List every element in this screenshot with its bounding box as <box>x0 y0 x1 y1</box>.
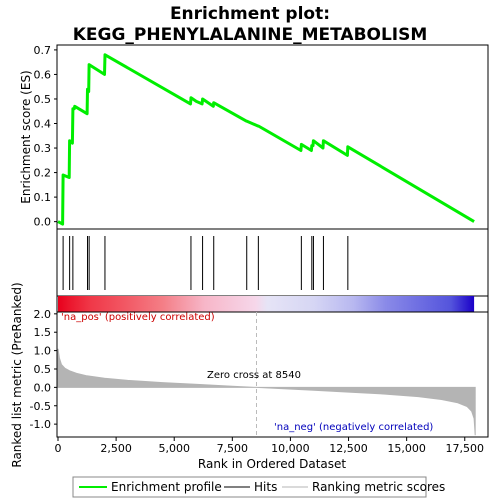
ranking-metric-area <box>57 348 476 436</box>
metric-y-tick-label: 0.0 <box>34 381 52 394</box>
negative-correlation-label: 'na_neg' (negatively correlated) <box>274 422 433 433</box>
es-panel-frame <box>56 44 489 230</box>
hits-series <box>62 236 475 312</box>
metric-y-tick-label: -1.0 <box>30 418 51 431</box>
plot-title-line-2: KEGG_PHENYLALANINE_METABOLISM <box>73 25 428 45</box>
metric-series <box>57 348 476 436</box>
ranking-heatmap-bar <box>58 296 475 312</box>
es-y-tick-label: 0.1 <box>34 191 52 204</box>
x-tick-label: 7,500 <box>217 442 249 455</box>
plot-title-line-1: Enrichment plot: <box>170 4 330 24</box>
es-y-axis: 0.0 0.1 0.2 0.3 0.4 0.5 0.6 0.7 <box>34 44 57 229</box>
x-tick-label: 2,500 <box>100 442 132 455</box>
es-y-tick-label: 0.0 <box>34 216 52 229</box>
es-y-axis-label: Enrichment score (ES) <box>19 70 33 203</box>
es-y-tick-label: 0.5 <box>34 93 52 106</box>
es-y-tick-label: 0.7 <box>34 44 52 57</box>
legend-enrichment-label: Enrichment profile <box>111 480 222 494</box>
x-tick-label: 12,500 <box>329 442 368 455</box>
metric-y-axis-label: Ranked list metric (PreRanked) <box>10 282 24 467</box>
metric-y-tick-label: 1.0 <box>34 345 52 358</box>
metric-y-tick-label: 0.5 <box>34 363 52 376</box>
es-series <box>57 53 475 226</box>
es-y-tick-label: 0.4 <box>34 118 52 131</box>
positive-correlation-label: 'na_pos' (positively correlated) <box>61 312 215 323</box>
x-tick-label: 5,000 <box>158 442 190 455</box>
legend-hits-label: Hits <box>254 480 277 494</box>
hits-panel-frame <box>56 228 489 297</box>
metric-y-tick-label: 2.0 <box>34 308 52 321</box>
x-tick-label: 0 <box>55 442 62 455</box>
zero-cross-label: Zero cross at 8540 <box>207 370 301 381</box>
es-y-tick-label: 0.3 <box>34 142 52 155</box>
metric-y-axis: 2.0 1.5 1.0 0.5 0.0 -0.5 -1.0 <box>30 308 57 431</box>
x-tick-label: 15,000 <box>387 442 426 455</box>
x-tick-label: 10,000 <box>271 442 310 455</box>
enrichment-profile-line <box>57 53 475 226</box>
x-tick-label: 17,500 <box>446 442 485 455</box>
metric-x-axis: 0 2,500 5,000 7,500 10,000 12,500 15,000 17,500 <box>55 437 485 455</box>
es-y-tick-label: 0.2 <box>34 167 52 180</box>
es-y-tick-label: 0.6 <box>34 68 52 81</box>
metric-y-tick-label: 1.5 <box>34 326 52 339</box>
metric-y-tick-label: -0.5 <box>30 400 51 413</box>
x-axis-label: Rank in Ordered Dataset <box>198 457 346 471</box>
legend-metric-label: Ranking metric scores <box>312 480 445 494</box>
metric-panel-frame <box>56 311 489 438</box>
